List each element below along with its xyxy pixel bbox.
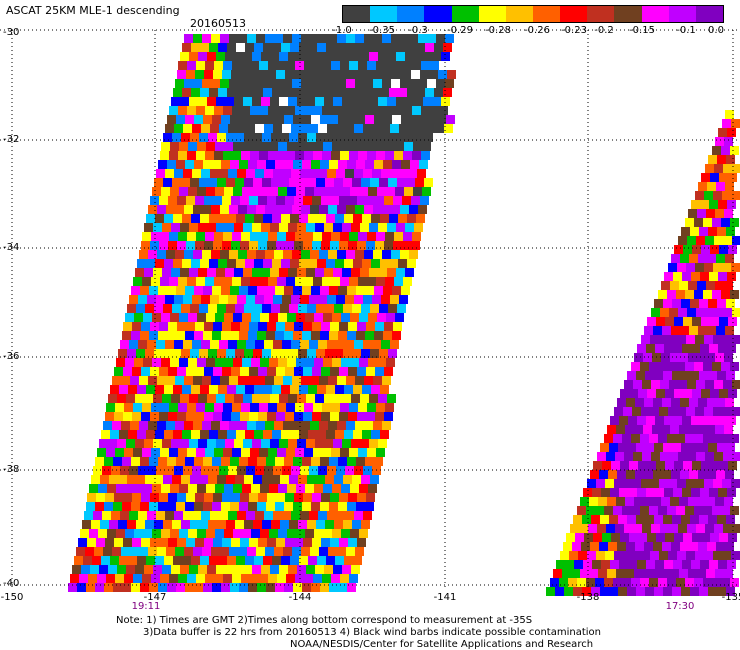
swath-map: [0, 29, 740, 596]
colorbar-label: -1.0: [332, 25, 352, 36]
note-line-1: Note: 1) Times are GMT 2)Times along bot…: [116, 615, 533, 626]
lon-label-147: -147: [143, 592, 167, 603]
lon-label-135: -135: [721, 592, 740, 603]
colorbar-segment: [370, 6, 398, 22]
colorbar-segment: [695, 6, 723, 22]
colorbar-label: -0.35: [369, 25, 395, 36]
note-line-2: 3)Data buffer is 22 hrs from 20160513 4)…: [143, 627, 601, 638]
colorbar-segment: [587, 6, 615, 22]
lat-label-32: -32: [3, 134, 20, 145]
colorbar-segment: [397, 6, 425, 22]
colorbar-label: -0.15: [629, 25, 655, 36]
lat-label-34: -34: [3, 242, 20, 253]
lon-label-141: -141: [433, 592, 457, 603]
colorbar-label: -0.1: [676, 25, 696, 36]
colorbar-label: -0.23: [561, 25, 587, 36]
lat-label-30: -30: [3, 27, 20, 38]
map-date: 20160513: [190, 17, 246, 30]
time-label-right: 17:30: [665, 601, 695, 612]
colorbar-segment: [424, 6, 452, 22]
note-line-3: NOAA/NESDIS/Center for Satellite Applica…: [290, 639, 594, 650]
colorbar-segment: [532, 6, 561, 22]
map-title: ASCAT 25KM MLE-1 descending: [6, 4, 180, 17]
time-label-left: 19:11: [131, 601, 161, 612]
colorbar-label: -0.28: [485, 25, 511, 36]
colorbar-segment: [641, 6, 669, 22]
lon-label-138: -138: [576, 592, 600, 603]
colorbar-segment: [614, 6, 642, 22]
wind-cells: [68, 34, 740, 596]
colorbar-segment: [451, 6, 479, 22]
colorbar: [342, 5, 724, 23]
lat-label-40: -40: [3, 578, 20, 589]
lon-label-144: -144: [288, 592, 312, 603]
colorbar-segment: [343, 6, 371, 22]
lat-label-36: -36: [3, 351, 20, 362]
colorbar-segment: [560, 6, 588, 22]
graticule: [0, 29, 740, 590]
colorbar-label: -0.3: [408, 25, 428, 36]
lon-label-150: -150: [0, 592, 24, 603]
colorbar-segment: [668, 6, 696, 22]
colorbar-segment: [478, 6, 506, 22]
colorbar-segment: [505, 6, 533, 22]
lat-label-38: -38: [3, 464, 20, 475]
